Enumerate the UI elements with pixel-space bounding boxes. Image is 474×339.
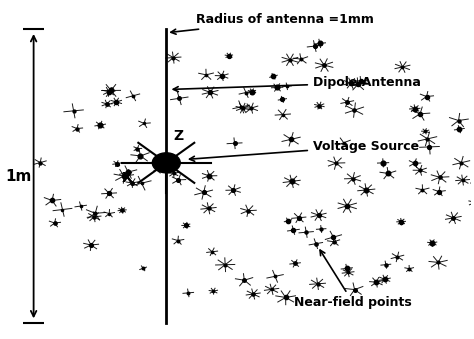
Text: Z: Z (174, 129, 184, 143)
Text: 1m: 1m (6, 169, 32, 184)
Circle shape (152, 153, 180, 173)
Text: X: X (121, 171, 132, 185)
Text: Voltage Source: Voltage Source (190, 140, 419, 161)
Text: Radius of antenna =1mm: Radius of antenna =1mm (171, 13, 374, 34)
Text: Dipole Antenna: Dipole Antenna (173, 76, 421, 92)
Text: Near-field points: Near-field points (294, 250, 412, 310)
